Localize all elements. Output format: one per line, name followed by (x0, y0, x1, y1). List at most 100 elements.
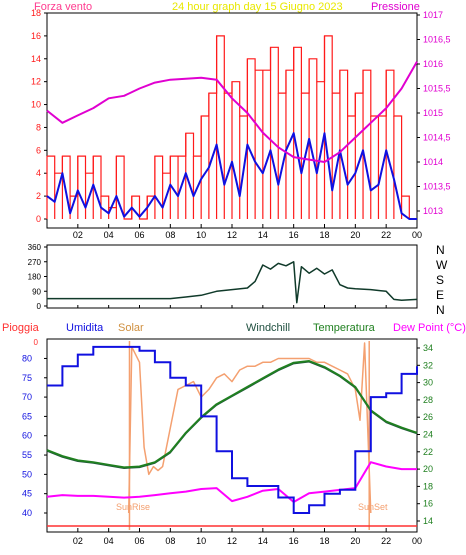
top-title-center: 24 hour graph day 15 Giugno 2023 (172, 1, 343, 13)
top-x-tick-label: 04 (104, 230, 114, 240)
bottom-ticks: 0404550556065707580141618202224262830323… (22, 338, 433, 546)
top-right-tick-label: 1015,5 (423, 84, 451, 94)
bottom-right-tick-label: 22 (423, 447, 433, 457)
bottom-x-tick-label: 04 (104, 536, 114, 546)
direction-series (47, 261, 418, 304)
direction-tick-label: 90 (32, 287, 41, 296)
top-x-tick-label: 18 (319, 230, 329, 240)
top-x-tick-label: 08 (165, 230, 175, 240)
bottom-x-tick-label: 18 (319, 536, 329, 546)
direction-tick-label: 180 (28, 273, 42, 282)
compass-label: E (436, 288, 444, 302)
bottom-right-tick-label: 16 (423, 499, 433, 509)
top-x-tick-label: 22 (381, 230, 391, 240)
bottom-right-tick-label: 18 (423, 481, 433, 491)
top-left-tick-label: 8 (36, 122, 41, 132)
top-x-tick-label: 02 (73, 230, 83, 240)
bottom-x-tick-label: 02 (73, 536, 83, 546)
top-right-tick-label: 1014 (423, 157, 443, 167)
humidity-line (47, 345, 418, 514)
bottom-right-tick-label: 14 (423, 516, 433, 526)
bottom-left-tick-label: 75 (22, 373, 32, 383)
legend-windchill: Windchill (246, 322, 290, 334)
legend-humidity: Umidita (66, 322, 104, 334)
bottom-x-tick-label: 08 (165, 536, 175, 546)
top-x-tick-label: 20 (350, 230, 360, 240)
bottom-series: SunRise SunSet (46, 341, 418, 530)
top-left-tick-label: 2 (36, 191, 41, 201)
legend-temperature: Temperatura (313, 322, 376, 334)
top-right-tick-label: 1013 (423, 206, 443, 216)
bottom-left-tick-label: 40 (22, 508, 32, 518)
wind-gust-line (47, 35, 417, 220)
bottom-x-tick-label: 10 (196, 536, 206, 546)
bottom-right-tick-label: 32 (423, 360, 433, 370)
bottom-x-tick-label: 12 (227, 536, 237, 546)
top-left-tick-label: 4 (36, 168, 41, 178)
bottom-x-tick-label: 06 (134, 536, 144, 546)
top-right-tick-label: 1016 (423, 59, 443, 69)
top-x-tick-label: 10 (196, 230, 206, 240)
legend-rain: Pioggia (2, 322, 40, 334)
bottom-left-tick-label: 80 (22, 353, 32, 363)
compass-label: W (436, 258, 448, 272)
temperature-line (46, 360, 418, 469)
bottom-left-tick-label: 60 (22, 431, 32, 441)
top-x-tick-label: 12 (227, 230, 237, 240)
compass-label: N (436, 303, 445, 317)
top-title-left: Forza vento (34, 1, 92, 13)
sunset-label: SunSet (358, 502, 388, 512)
bottom-right-tick-label: 30 (423, 378, 433, 388)
bottom-left-tick-label: 50 (22, 469, 32, 479)
direction-tick-label: 360 (28, 243, 42, 252)
top-left-tick-label: 14 (31, 54, 41, 64)
bottom-x-tick-label: 20 (350, 536, 360, 546)
top-x-tick-label: 06 (134, 230, 144, 240)
top-right-tick-label: 1014,5 (423, 133, 451, 143)
top-x-tick-label: 16 (289, 230, 299, 240)
top-ticks: 02468101214161810131013,510141014,510151… (31, 8, 451, 240)
compass-label: N (436, 243, 445, 257)
pressure-line (46, 61, 418, 163)
top-x-tick-label: 00 (412, 230, 422, 240)
bottom-x-tick-label: 00 (412, 536, 422, 546)
bottom-left-tick-label: 55 (22, 450, 32, 460)
bottom-right-tick-label: 26 (423, 412, 433, 422)
sunrise-label: SunRise (116, 502, 150, 512)
bottom-x-tick-label: 14 (258, 536, 268, 546)
direction-plot-frame (46, 244, 418, 309)
top-title-right: Pressione (371, 1, 420, 13)
top-left-tick-label: 6 (36, 145, 41, 155)
rain-tick-label: 0 (34, 338, 39, 347)
top-left-tick-label: 0 (36, 214, 41, 224)
direction-tick-label: 0 (37, 302, 42, 311)
compass-label: S (436, 273, 444, 287)
direction-tick-label: 270 (28, 258, 42, 267)
wind-average-line (46, 132, 417, 220)
legend-solar: Solar (118, 322, 144, 334)
bottom-right-tick-label: 34 (423, 343, 433, 353)
top-right-tick-label: 1016,5 (423, 35, 451, 45)
bottom-right-tick-label: 20 (423, 464, 433, 474)
top-left-tick-label: 18 (31, 8, 41, 18)
legend-dewpoint: Dew Point (°C) (393, 322, 466, 334)
bottom-right-tick-label: 28 (423, 395, 433, 405)
top-left-tick-label: 12 (31, 77, 41, 87)
bottom-x-tick-label: 22 (381, 536, 391, 546)
top-right-tick-label: 1015 (423, 108, 443, 118)
bottom-x-tick-label: 16 (289, 536, 299, 546)
top-left-tick-label: 16 (31, 31, 41, 41)
top-right-tick-label: 1013,5 (423, 182, 451, 192)
top-right-tick-label: 1017 (423, 10, 443, 20)
bottom-left-tick-label: 45 (22, 489, 32, 499)
top-left-tick-label: 10 (31, 100, 41, 110)
bottom-right-tick-label: 24 (423, 430, 433, 440)
bottom-left-tick-label: 65 (22, 411, 32, 421)
top-x-tick-label: 14 (258, 230, 268, 240)
top-series (46, 35, 418, 220)
bottom-left-tick-label: 70 (22, 392, 32, 402)
wind-direction-line (47, 261, 418, 304)
